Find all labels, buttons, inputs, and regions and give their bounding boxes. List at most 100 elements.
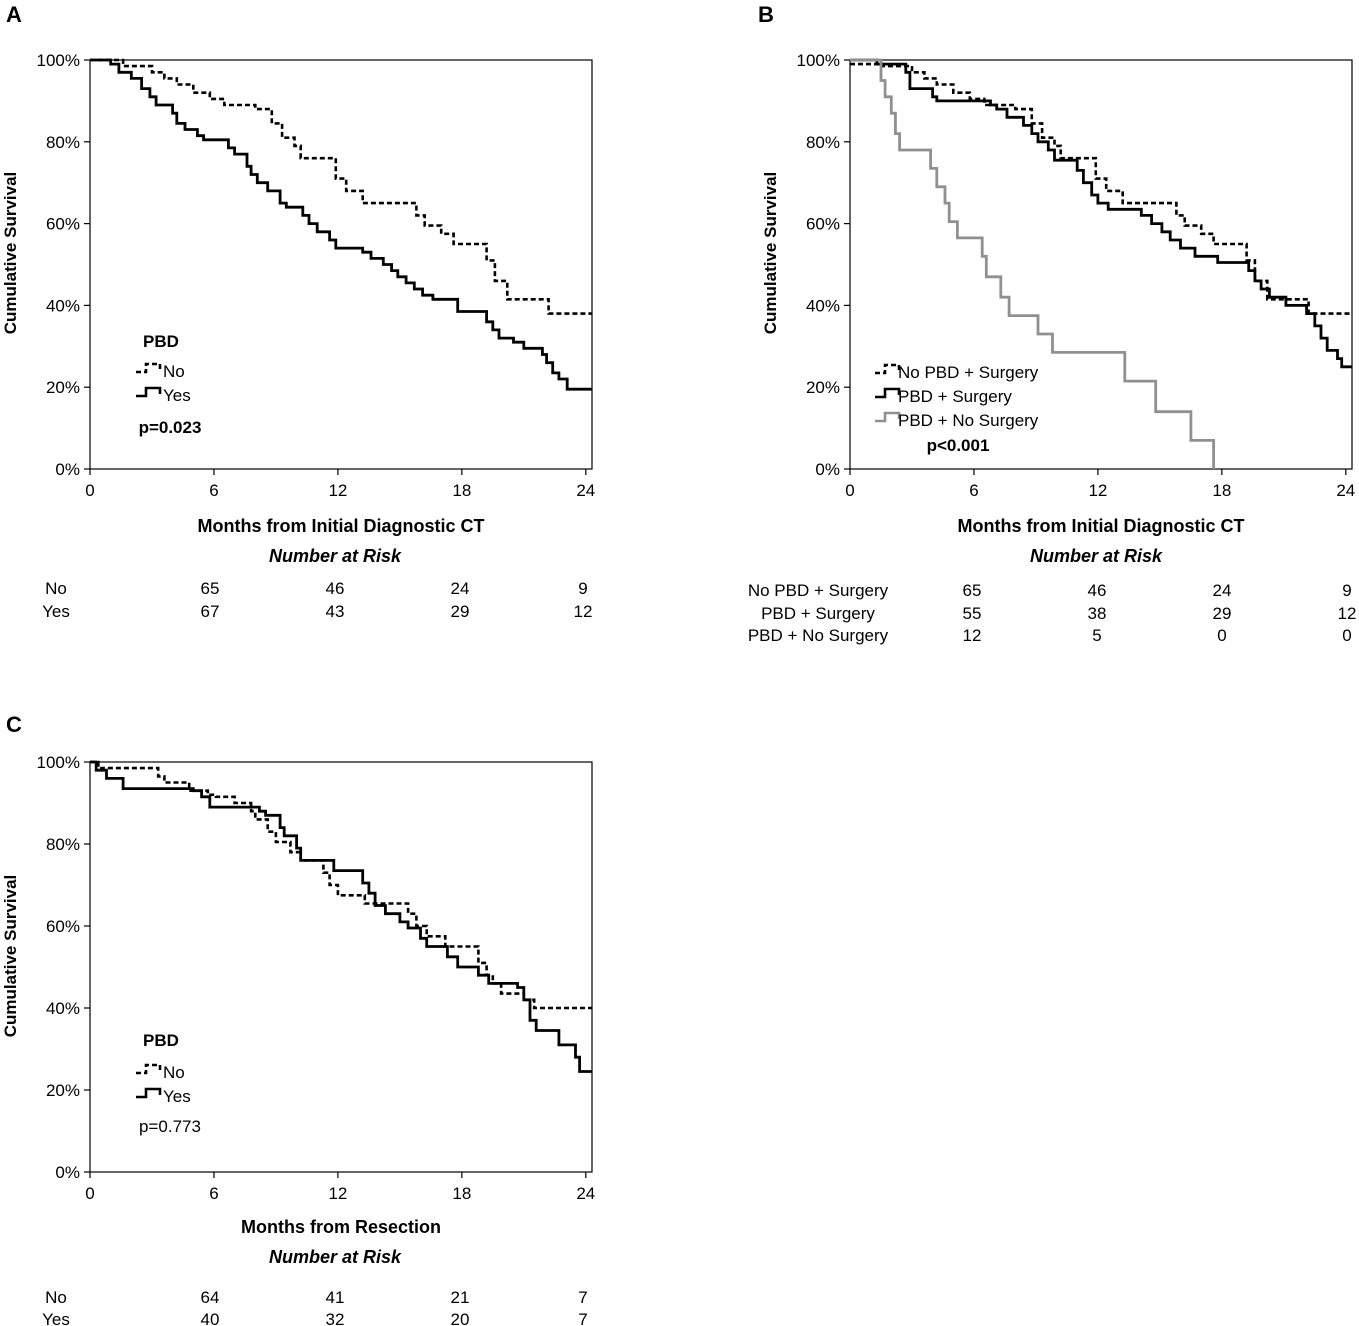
y-tick-label: 80% [46,835,80,854]
risk-cell: 7 [578,1310,587,1326]
legend-entry: No PBD + Surgery [898,363,1039,382]
legend-entry: Yes [163,386,191,405]
risk-cell: 38 [1088,604,1107,623]
y-tick-label: 40% [46,296,80,315]
y-tick-label: 40% [806,296,840,315]
risk-cell: 46 [1088,581,1107,600]
risk-cell: 55 [963,604,982,623]
panel-label: C [6,712,22,737]
risk-cell: 32 [326,1310,345,1326]
panel-b: B 0% 20% 40% 60% 80% 100% 0 6 12 18 24 Cumulative Su… [748,2,1357,645]
risk-table: Number at Risk No 64 41 21 7 Yes 40 32 20 7 [42,1247,588,1326]
risk-cell: 64 [201,1288,220,1307]
x-tick-label: 18 [1212,481,1231,500]
risk-cell: 43 [326,602,345,621]
risk-row-label: No [45,579,67,598]
risk-cell: 0 [1217,626,1226,645]
risk-cell: 24 [451,579,470,598]
risk-cell: 46 [326,579,345,598]
risk-table-title: Number at Risk [269,1247,402,1267]
legend-entry: Yes [163,1087,191,1106]
y-tick-label: 100% [37,51,80,70]
y-tick-label: 80% [46,133,80,152]
plot-frame [89,761,593,1173]
risk-cell: 0 [1342,626,1351,645]
x-tick-label: 24 [1336,481,1355,500]
x-tick-label: 6 [209,481,218,500]
y-tick-label: 20% [46,1081,80,1100]
y-tick-label: 100% [797,51,840,70]
risk-cell: 21 [451,1288,470,1307]
x-axis-label: Months from Initial Diagnostic CT [198,516,485,536]
x-axis-label: Months from Initial Diagnostic CT [958,516,1245,536]
risk-table: Number at Risk No 65 46 24 9 Yes 67 43 29 12 [42,546,592,621]
risk-table-title: Number at Risk [1030,546,1163,566]
x-tick-label: 0 [845,481,854,500]
risk-cell: 41 [326,1288,345,1307]
risk-cell: 65 [201,579,220,598]
survival-curve-pbd-no-surgery [850,58,1215,469]
survival-curve-no-pbd-surgery [850,62,1352,315]
x-tick-label: 12 [328,481,347,500]
legend-entry: No [163,362,185,381]
risk-cell: 9 [578,579,587,598]
legend-entry: PBD + No Surgery [898,411,1039,430]
plot-frame [849,59,1353,470]
y-tick-label: 40% [46,999,80,1018]
survival-curve-yes [90,760,592,1073]
y-tick-label: 20% [46,378,80,397]
survival-curve-pbd-surgery [850,58,1352,369]
risk-row-label: PBD + Surgery [761,604,875,623]
legend-swatch [136,362,162,374]
x-tick-label: 24 [576,481,595,500]
x-axis-label: Months from Resection [241,1217,441,1237]
risk-row-label: PBD + No Surgery [748,626,889,645]
panel-label: A [6,2,22,27]
legend-title: PBD [143,332,179,351]
y-tick-label: 20% [806,378,840,397]
risk-cell: 24 [1213,581,1232,600]
panel-a: A 0% 20% 40% 60% 80% 100% 0 6 12 18 24 Cumulative Su… [1,2,595,621]
survival-curve-no [90,58,592,315]
panel-c: C 0% 20% 40% 60% 80% 100% 0 6 12 18 24 Cumulative Su… [1,712,595,1326]
legend: PBD No Yes p=0.773 [136,1031,201,1136]
legend: No PBD + Surgery PBD + Surgery PBD + No Su… [875,363,1039,455]
p-value: p=0.773 [139,1117,201,1136]
p-value: p<0.001 [927,436,990,455]
x-tick-label: 12 [1088,481,1107,500]
legend-title: PBD [143,1031,179,1050]
y-tick-label: 60% [46,215,80,234]
risk-cell: 9 [1342,581,1351,600]
y-tick-label: 0% [55,1163,80,1182]
x-tick-label: 6 [969,481,978,500]
risk-table-title: Number at Risk [269,546,402,566]
legend-swatch [136,1063,162,1075]
y-tick-label: 60% [46,917,80,936]
x-tick-label: 0 [85,1184,94,1203]
risk-cell: 12 [1338,604,1357,623]
y-tick-label: 0% [815,460,840,479]
risk-row-label: Yes [42,1310,70,1326]
risk-row-label: No [45,1288,67,1307]
risk-cell: 29 [451,602,470,621]
survival-curve-yes [90,58,592,391]
x-tick-label: 0 [85,481,94,500]
legend-entry: No [163,1063,185,1082]
y-axis-label: Cumulative Survival [1,172,20,335]
x-tick-label: 6 [209,1184,218,1203]
y-tick-label: 80% [806,133,840,152]
risk-cell: 20 [451,1310,470,1326]
legend-swatch [875,387,901,399]
p-value: p=0.023 [139,418,202,437]
panel-label: B [758,2,774,27]
legend: PBD No Yes p=0.023 [136,332,201,437]
risk-cell: 7 [578,1288,587,1307]
legend-swatch [875,411,901,423]
x-tick-label: 18 [452,481,471,500]
risk-cell: 40 [201,1310,220,1326]
y-axis-label: Cumulative Survival [761,172,780,335]
risk-row-label: Yes [42,602,70,621]
x-tick-label: 12 [328,1184,347,1203]
